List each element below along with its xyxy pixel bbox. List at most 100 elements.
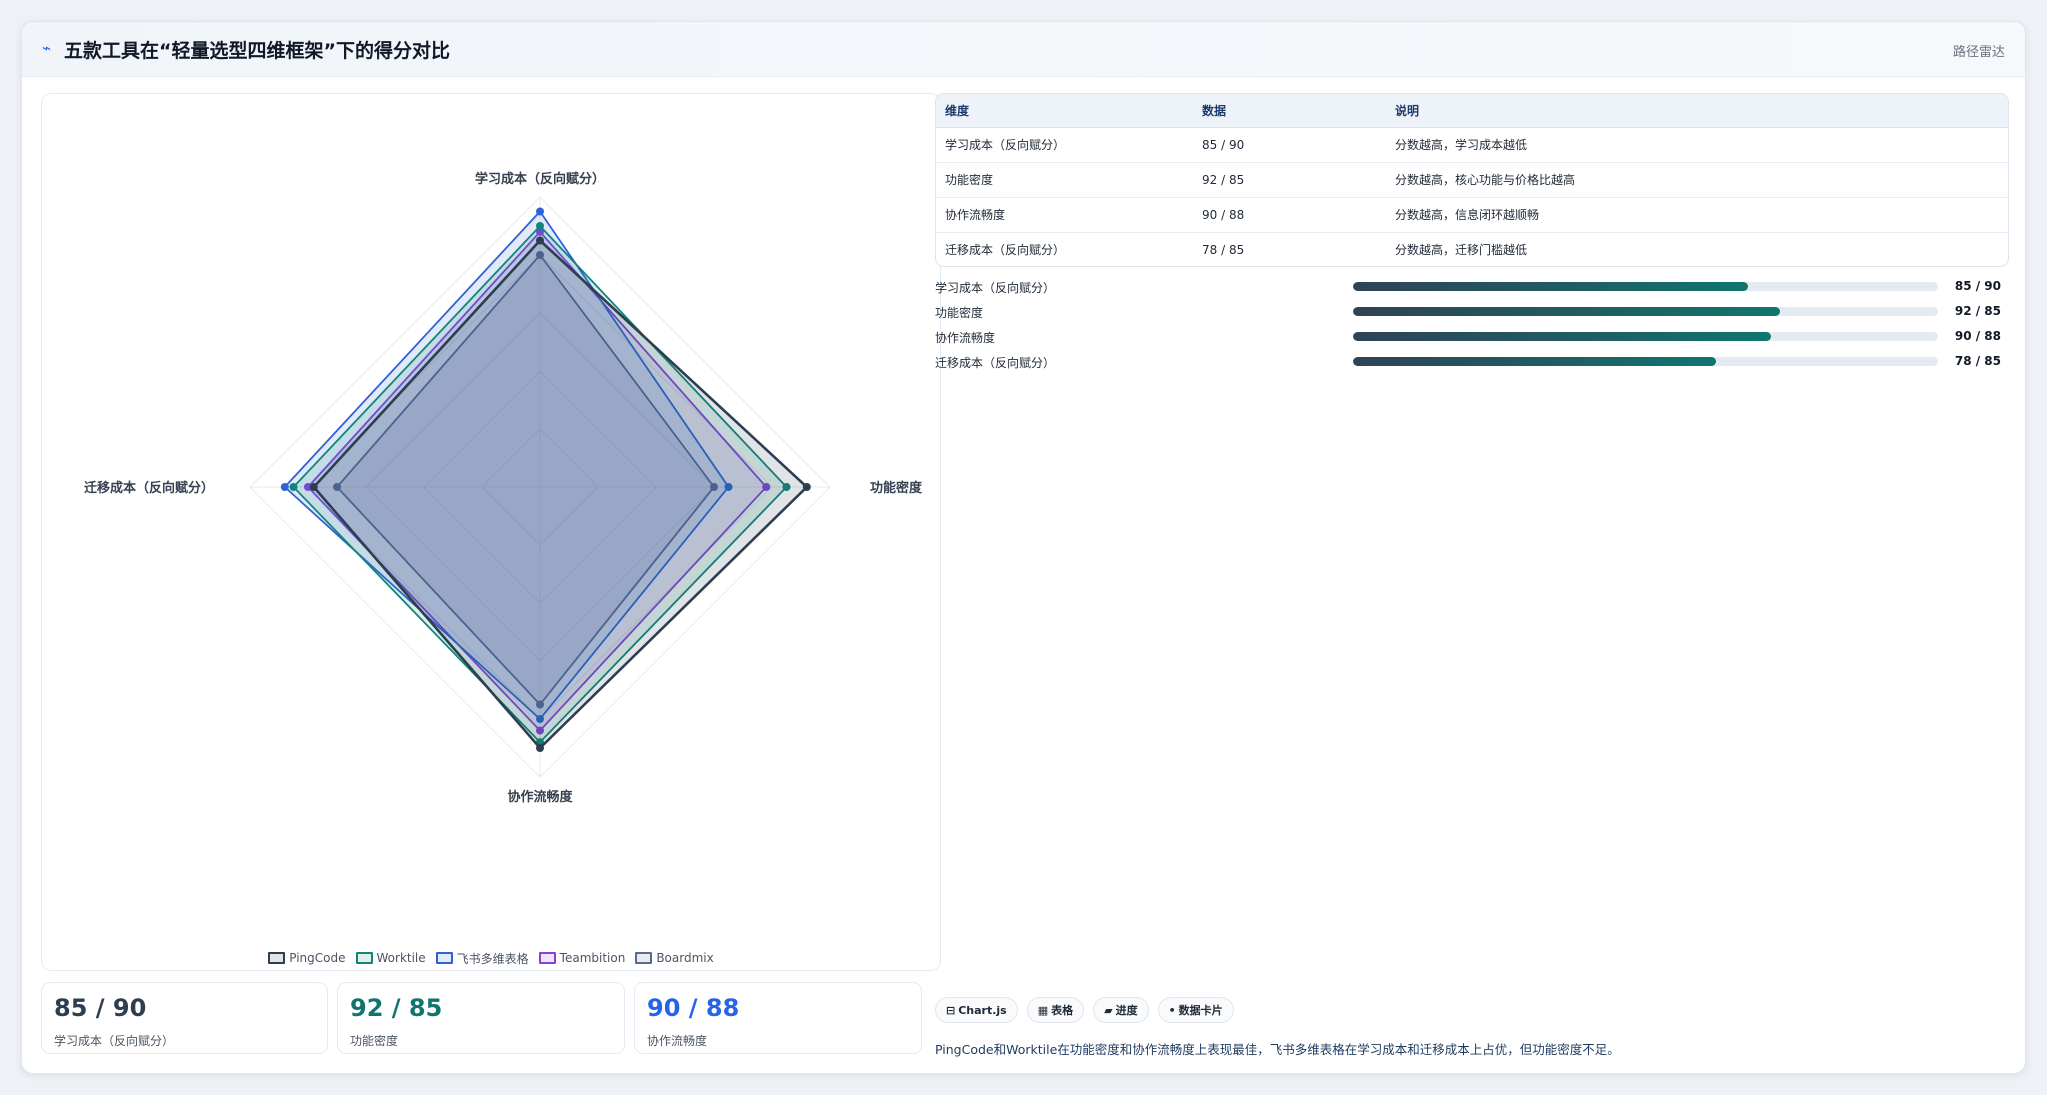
radar-point[interactable] [762,483,771,491]
radar-point[interactable] [536,251,544,259]
table-header-dimension: 维度 [936,94,1193,128]
radar-point[interactable] [536,236,544,245]
legend-item[interactable]: Boardmix [635,949,714,967]
table-row: 迁移成本（反向赋分） 78 / 85 分数越高，迁移门槛越低 [936,232,2008,266]
radar-point[interactable] [536,227,544,236]
radar-point[interactable] [536,744,544,752]
legend-item[interactable]: PingCode [268,949,346,967]
table-header-row: 维度 数据 说明 [936,94,2008,128]
radar-point[interactable] [280,483,289,491]
radar-point[interactable] [304,483,312,491]
radar-point[interactable] [536,222,544,230]
table-cell: 分数越高，迁移门槛越低 [1395,243,1528,258]
legend-label: 飞书多维表格 [456,951,529,966]
chip-progress[interactable]: ▰ 进度 [1093,997,1149,1023]
table-cell: 功能密度 [936,162,1193,198]
radar-axis-label: 迁移成本（反向赋分） [84,480,214,496]
radar-point[interactable] [782,483,791,491]
radar-axis-label: 功能密度 [870,480,923,496]
bar-value: 90 / 88 [1954,329,2001,343]
table-cell: 分数越高，信息闭环越顺畅 [1386,197,2008,233]
chip-card[interactable]: • 数据卡片 [1157,997,1234,1023]
stat-value: 85 / 90 [54,994,147,1022]
table-cell: 学习成本（反向赋分） [936,127,1193,163]
bar-label: 学习成本（反向赋分） [935,281,1056,295]
table-cell: 分数越高，学习成本越低 [1386,127,2008,163]
bar-row: 迁移成本（反向赋分） 78 / 85 [935,349,2009,374]
bar-fill [1353,307,1781,316]
bar-label: 功能密度 [935,306,984,320]
bar-track [1353,307,1938,316]
feature-chips: ⊟ Chart.js ▦ 表格 ▰ 进度 • 数据卡片 [935,997,1234,1023]
radar-point[interactable] [536,207,544,216]
bar-row: 学习成本（反向赋分） 85 / 90 [935,274,2009,299]
stat-card: 92 / 85 功能密度 [337,982,625,1054]
radar-point[interactable] [536,700,544,709]
bar-fill [1353,357,1716,366]
chart-legend: PingCode Worktile 飞书多维表格 Teambition Boardmix [42,949,940,967]
table-cell: 迁移成本（反向赋分） [945,243,1066,258]
legend-label: Worktile [376,951,426,965]
radar-point[interactable] [289,483,298,491]
table-cell: 85 / 90 [1193,127,1386,163]
bar-value: 85 / 90 [1954,279,2001,293]
chip-label: 数据卡片 [1178,1004,1223,1017]
bar-value: 92 / 85 [1954,304,2001,318]
bar-track [1353,282,1938,291]
stat-label: 功能密度 [350,1034,399,1048]
route-label[interactable]: 路径雷达 [1952,45,2005,60]
legend-swatch [538,952,556,964]
radar-point[interactable] [536,715,544,723]
bar-row: 协作流畅度 90 / 88 [935,324,2009,349]
radar-point[interactable] [309,483,318,491]
table-cell: 分数越高，核心功能与价格比越高 [1386,162,2008,198]
table-row: 协作流畅度 90 / 88 分数越高，信息闭环越顺畅 [936,197,2008,233]
stat-card: 90 / 88 协作流畅度 [634,982,922,1054]
chip-table[interactable]: ▦ 表格 [1026,997,1085,1023]
bar-fill [1353,282,1748,291]
header: ⌁ 五款工具在“轻量选型四维框架”下的得分对比 路径雷达 [22,22,2025,77]
data-table: 维度 数据 说明 学习成本（反向赋分） 85 / 90 分数越高，学习成本越低 … [935,93,2009,267]
radar-point[interactable] [710,483,718,491]
chart-icon: ⊟ [946,1003,956,1017]
table-cell: 78 / 85 [1202,242,1245,257]
progress-icon: ▰ [1104,1003,1113,1017]
table-cell: 协作流畅度 [936,197,1193,233]
radar-point[interactable] [333,483,341,491]
radar-point[interactable] [536,726,544,735]
stat-label: 学习成本（反向赋分） [54,1034,175,1048]
legend-item[interactable]: 飞书多维表格 [435,949,529,967]
legend-label: Boardmix [656,951,714,965]
bar-track [1353,332,1938,341]
stat-label: 协作流畅度 [647,1034,708,1048]
chip-label: 表格 [1051,1004,1074,1017]
radar-point[interactable] [724,483,733,491]
legend-label: PingCode [289,951,346,965]
legend-item[interactable]: Worktile [355,949,426,967]
chip-label: Chart.js [958,1003,1007,1017]
legend-swatch [355,952,373,964]
summary-text: PingCode和Worktile在功能密度和协作流畅度上表现最佳，飞书多维表格… [935,1042,1620,1057]
bar-label: 协作流畅度 [935,331,996,345]
line-chart-icon: ⌁ [42,39,52,57]
bar-fill [1353,332,1772,341]
legend-item[interactable]: Teambition [538,949,626,967]
stat-value: 90 / 88 [647,994,740,1022]
bar-row: 功能密度 92 / 85 [935,299,2009,324]
bar-track [1353,357,1938,366]
stat-value: 92 / 85 [350,994,443,1022]
legend-swatch [435,952,453,964]
bar-label: 迁移成本（反向赋分） [935,356,1056,370]
radar-point[interactable] [802,483,811,491]
table-cell: 92 / 85 [1193,162,1386,198]
table-header-note: 说明 [1386,94,2008,128]
radar-series-0[interactable] [312,238,809,750]
chip-chart[interactable]: ⊟ Chart.js [935,997,1018,1023]
table-row: 功能密度 92 / 85 分数越高，核心功能与价格比越高 [936,162,2008,198]
card-icon: • [1168,1003,1176,1017]
table-row: 学习成本（反向赋分） 85 / 90 分数越高，学习成本越低 [936,127,2008,163]
stat-card: 85 / 90 学习成本（反向赋分） [41,982,328,1054]
legend-swatch [268,952,286,964]
legend-label: Teambition [559,951,626,965]
progress-bars: 学习成本（反向赋分） 85 / 90 功能密度 92 / 85 协作流畅度 90 / 88… [935,274,2009,374]
